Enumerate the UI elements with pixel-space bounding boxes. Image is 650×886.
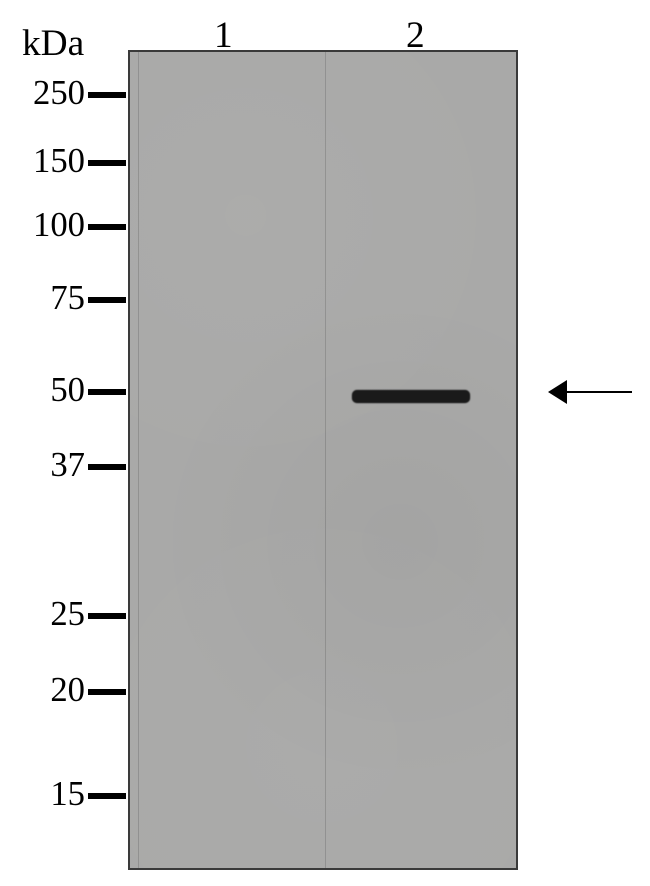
marker-tick — [88, 389, 126, 395]
arrow-shaft — [560, 391, 632, 393]
axis-unit-label: kDa — [22, 22, 84, 65]
marker-label: 25 — [50, 595, 85, 634]
marker-label: 250 — [33, 74, 85, 113]
marker-tick — [88, 464, 126, 470]
marker-tick — [88, 92, 126, 98]
marker-tick — [88, 793, 126, 799]
protein-band — [352, 390, 470, 403]
marker-label: 100 — [33, 206, 85, 245]
lane-divider-left — [138, 52, 139, 868]
marker-tick — [88, 297, 126, 303]
marker-label: 150 — [33, 142, 85, 181]
membrane-area — [128, 50, 518, 870]
marker-label: 20 — [50, 671, 85, 710]
marker-tick — [88, 160, 126, 166]
blot-figure: kDa 1 2 250150100755037252015 — [0, 0, 650, 886]
marker-label: 15 — [50, 775, 85, 814]
marker-label: 37 — [50, 446, 85, 485]
lane-divider-middle — [325, 52, 326, 868]
marker-tick — [88, 613, 126, 619]
band-indicator-arrow — [548, 380, 632, 404]
marker-label: 50 — [50, 371, 85, 410]
marker-tick — [88, 689, 126, 695]
arrow-head-icon — [548, 380, 567, 404]
marker-label: 75 — [50, 279, 85, 318]
marker-tick — [88, 224, 126, 230]
